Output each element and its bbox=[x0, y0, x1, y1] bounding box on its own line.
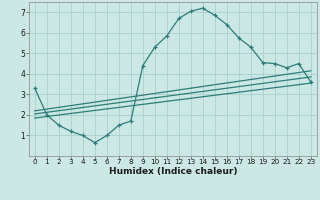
X-axis label: Humidex (Indice chaleur): Humidex (Indice chaleur) bbox=[108, 167, 237, 176]
